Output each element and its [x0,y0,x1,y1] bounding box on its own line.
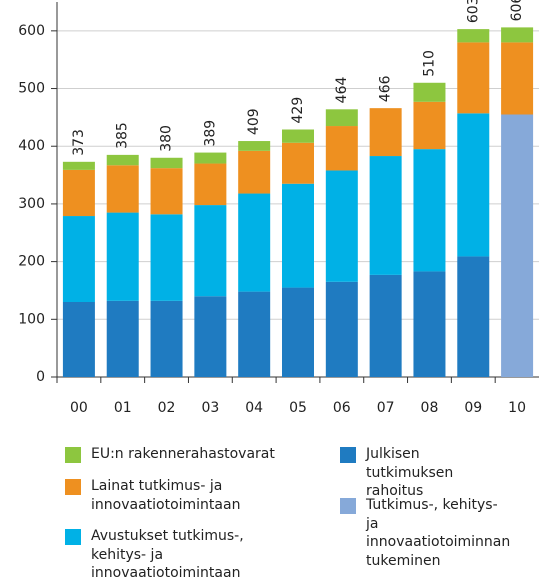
legend-item: EU:n rakennerahastovarat [65,445,305,464]
bar-segment [106,212,139,301]
bar-segment [194,152,227,164]
total-label: 409 [246,108,262,135]
bar-segment [325,109,358,127]
total-label: 606 [509,0,525,21]
bar-segment [457,29,490,43]
legend-swatch [65,529,81,545]
bar-segment [62,216,95,302]
legend-swatch [340,447,356,463]
bar-segment [501,42,534,115]
x-tick-label: 07 [377,400,395,416]
y-tick-label: 300 [18,196,45,212]
x-tick-label: 08 [421,400,439,416]
chart: 0 100 200 300 400 500 600 373 00 385 01 380 02 389 03 4… [18,0,539,416]
bar-segment [150,168,183,215]
bar-segment [150,300,183,377]
bar-segment [325,281,358,377]
bar-segment [194,163,227,206]
x-tick-label: 01 [114,400,132,416]
bar-segment [282,287,314,377]
bar-segment [106,154,139,166]
y-tick-label: 0 [36,369,45,385]
x-tick-label: 03 [201,400,219,416]
legend-label: EU:n rakennerahastovarat [91,446,275,462]
total-label: 464 [334,76,350,103]
y-tick-label: 200 [18,254,45,270]
total-label: 603 [465,0,481,23]
x-tick-label: 09 [464,400,482,416]
bar-segment [413,271,446,377]
bar-segment [282,183,314,288]
bar-segment [457,42,490,114]
bar-segment [106,165,139,213]
bar-segment [62,302,95,377]
total-label: 510 [421,50,437,77]
legend-item: Tutkimus-, kehitys- ja innovaatiotoiminn… [340,496,510,570]
total-label: 385 [115,122,131,149]
legend-label: Avustukset tutkimus-, kehitys- ja innova… [91,528,244,581]
total-label: 380 [159,125,175,152]
bar-segment [457,113,490,257]
total-label: 389 [202,120,218,147]
bar-segment [325,170,358,282]
x-tick-label: 04 [245,400,263,416]
bar-segment [62,169,95,217]
bar-segment [501,114,534,377]
legend-swatch [65,447,81,463]
bar-segment [62,161,95,170]
bar-segment [194,296,227,377]
bar-segment [194,205,227,297]
legend-item: Julkisen tutkimuksen rahoitus [340,445,505,501]
y-tick-label: 100 [18,311,45,327]
legend-item: Lainat tutkimus- ja innovaatiotoimintaan [65,477,285,514]
legend-label: Julkisen tutkimuksen rahoitus [366,446,454,499]
bar-segment [282,129,314,143]
bar-segment [238,150,271,194]
x-tick-label: 10 [508,400,526,416]
bar-segment [457,256,490,377]
bar-segment [369,274,402,377]
bar-segment [282,142,314,184]
bar-segment [238,291,271,377]
bar-segment [413,82,446,102]
y-tick-label: 600 [18,23,45,39]
bar-segment [501,27,534,43]
x-tick-label: 06 [333,400,351,416]
legend-label: Tutkimus-, kehitys- ja innovaatiotoiminn… [366,497,511,569]
bar-segment [413,101,446,150]
legend-item: Avustukset tutkimus-, kehitys- ja innova… [65,527,265,583]
bar-segment [369,156,402,275]
bar-segment [369,108,402,157]
legend-swatch [340,498,356,514]
legend-label: Lainat tutkimus- ja innovaatiotoimintaan [91,478,241,513]
bar-segment [238,193,271,292]
bar-segment [150,157,183,169]
bar-segment [106,300,139,377]
total-label: 429 [290,97,306,124]
x-tick-label: 02 [158,400,176,416]
y-tick-label: 500 [18,81,45,97]
y-tick-label: 400 [18,138,45,154]
legend-swatch [65,479,81,495]
total-label: 466 [378,75,394,102]
bar-segment [413,149,446,272]
x-tick-label: 00 [70,400,88,416]
x-tick-label: 05 [289,400,307,416]
bar-segment [325,126,358,171]
bar-segment [238,141,271,151]
total-label: 373 [71,129,87,156]
bar-segment [150,214,183,301]
